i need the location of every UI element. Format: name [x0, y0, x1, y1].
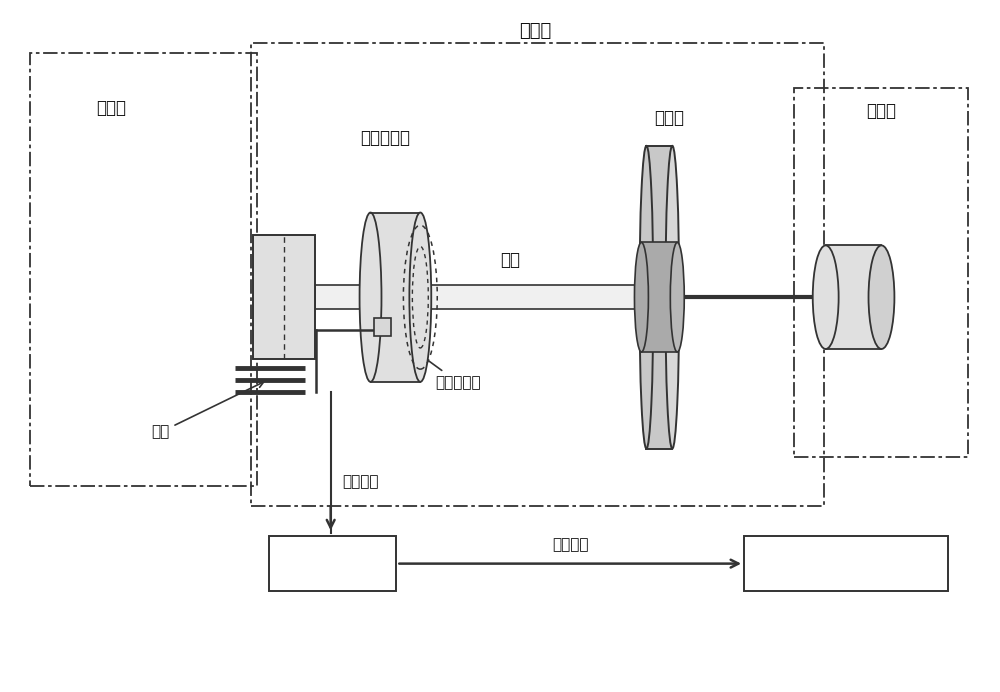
- Text: 控制器: 控制器: [318, 554, 348, 572]
- Ellipse shape: [813, 246, 839, 349]
- Bar: [253, 235, 315, 359]
- Text: 转矩限制器: 转矩限制器: [360, 129, 410, 147]
- Bar: [744, 536, 948, 591]
- Bar: [374, 318, 391, 336]
- Ellipse shape: [670, 242, 684, 352]
- Ellipse shape: [409, 212, 431, 382]
- Bar: [371, 212, 420, 382]
- Ellipse shape: [869, 246, 894, 349]
- Bar: [646, 146, 672, 448]
- Text: 风机主控系统: 风机主控系统: [816, 554, 876, 572]
- Ellipse shape: [634, 242, 648, 352]
- Bar: [30, 53, 257, 486]
- Bar: [269, 536, 396, 591]
- Text: 连杆: 连杆: [500, 251, 520, 269]
- Bar: [641, 242, 677, 352]
- Bar: [826, 246, 881, 349]
- Text: 齿轮箱: 齿轮箱: [866, 102, 896, 120]
- Bar: [794, 88, 968, 457]
- Text: 支架: 支架: [151, 382, 264, 439]
- Text: 制动盘: 制动盘: [654, 109, 684, 127]
- Ellipse shape: [665, 146, 679, 448]
- Bar: [251, 43, 824, 507]
- Text: 控制信号: 控制信号: [552, 537, 588, 552]
- Ellipse shape: [360, 212, 381, 382]
- Text: 温度信号: 温度信号: [343, 474, 379, 489]
- Text: 发电机: 发电机: [97, 99, 127, 117]
- Bar: [315, 285, 654, 309]
- Text: 联轴器: 联轴器: [519, 22, 551, 40]
- Text: 温度传感器: 温度传感器: [386, 330, 481, 390]
- Ellipse shape: [639, 146, 653, 448]
